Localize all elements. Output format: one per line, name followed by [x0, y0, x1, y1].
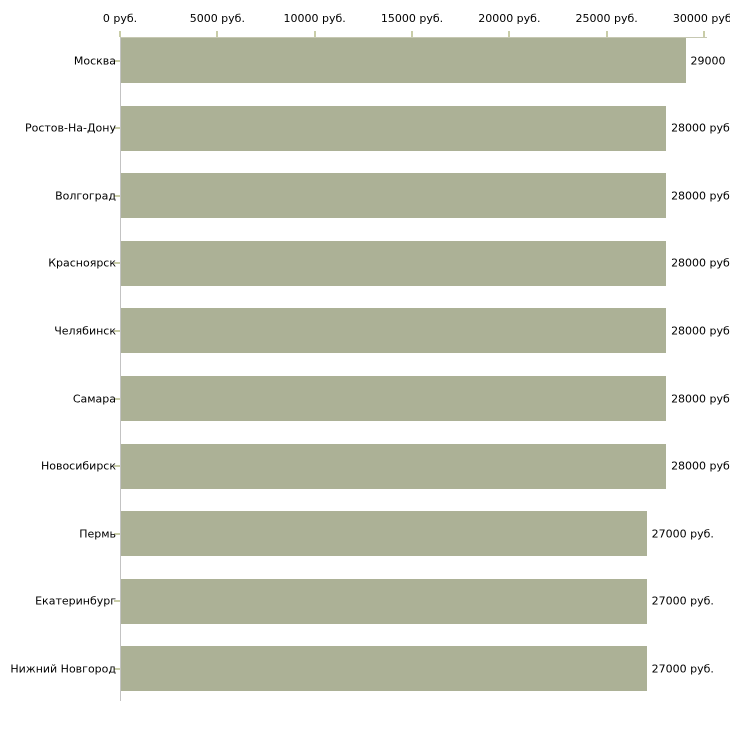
x-axis-tick	[119, 31, 121, 37]
x-axis-tick-label: 20000 руб.	[478, 12, 541, 25]
category-tick	[114, 329, 120, 332]
bar	[121, 578, 647, 624]
x-axis-tick-label: 10000 руб.	[283, 12, 346, 25]
category-tick	[114, 127, 120, 130]
category-label: Волгоград	[55, 189, 116, 203]
category-label: Пермь	[79, 527, 116, 541]
x-axis-tick	[411, 31, 413, 37]
bar	[121, 240, 667, 286]
bar	[121, 173, 667, 219]
category-label: Ростов-На-Дону	[24, 121, 116, 135]
x-axis-tick	[508, 31, 511, 37]
value-label: 28000 руб.	[671, 121, 730, 135]
value-label: 28000 руб.	[671, 256, 730, 270]
category-label: Новосибирск	[40, 459, 116, 473]
y-axis-line	[120, 37, 121, 702]
x-axis-tick	[216, 31, 219, 37]
x-axis-tick	[313, 31, 316, 37]
x-axis-tick-label: 0 руб.	[102, 12, 138, 25]
category-tick	[114, 59, 120, 62]
value-label: 29000 руб.	[690, 54, 730, 67]
category-tick	[114, 194, 120, 197]
bar	[121, 646, 647, 692]
bar	[121, 511, 647, 557]
value-label: 28000 руб.	[671, 324, 730, 338]
category-label: Екатеринбург	[35, 594, 116, 608]
category-tick	[114, 397, 120, 400]
x-axis-tick-label: 25000 руб.	[575, 12, 638, 25]
x-axis-tick-label: 30000 руб.	[672, 12, 730, 25]
category-tick	[114, 262, 120, 265]
value-label: 28000 руб.	[671, 459, 730, 473]
category-tick	[114, 667, 120, 670]
category-label: Самара	[72, 392, 116, 405]
category-tick	[114, 465, 120, 468]
category-label: Челябинск	[54, 324, 116, 338]
bar	[121, 376, 667, 421]
category-tick	[114, 600, 120, 603]
x-axis-tick	[703, 31, 705, 37]
category-tick	[114, 532, 120, 535]
value-label: 28000 руб.	[671, 189, 730, 203]
category-label: Нижний Новгород	[10, 662, 116, 676]
value-label: 27000 руб.	[651, 662, 714, 676]
x-axis-tick-label: 15000 руб.	[380, 12, 444, 25]
value-label: 28000 руб.	[671, 392, 730, 405]
x-axis-tick-label: 5000 руб.	[189, 12, 245, 25]
value-label: 27000 руб.	[651, 594, 714, 608]
bar	[121, 308, 667, 354]
bar	[121, 443, 667, 489]
bar	[121, 105, 667, 151]
x-axis-line	[120, 37, 707, 38]
x-axis-tick	[605, 31, 608, 37]
bar	[121, 38, 686, 83]
category-label: Красноярск	[48, 256, 116, 270]
category-label: Москва	[73, 54, 116, 67]
value-label: 27000 руб.	[651, 527, 714, 541]
